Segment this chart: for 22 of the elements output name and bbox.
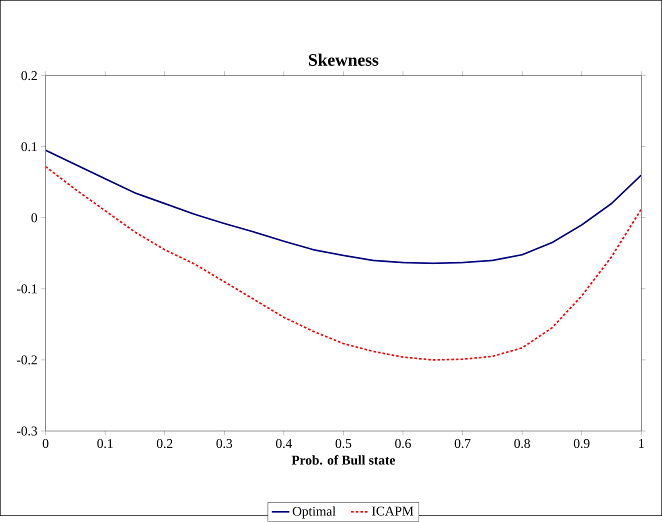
y-tick-label: -0.3 [16, 426, 38, 436]
x-axis-title: Prob. of Bull state [292, 455, 396, 465]
x-tick-label: 0.9 [574, 439, 590, 448]
y-tick-label: 0.2 [21, 71, 37, 80]
legend-label: Optimal [292, 506, 336, 519]
x-tick-label: 0.2 [156, 439, 172, 448]
x-tick-label: 0.7 [454, 439, 471, 448]
line-series [46, 150, 642, 264]
x-tick-label: 1 [639, 439, 644, 448]
y-tick-label: 0.1 [21, 142, 37, 152]
x-tick-label: 0 [42, 439, 48, 448]
y-tick-label: 0 [31, 214, 38, 223]
x-tick-label: 0.6 [395, 439, 411, 448]
legend-label: ICAPM [372, 506, 414, 516]
x-tick-label: 0.4 [276, 439, 292, 448]
x-tick-label: 0.1 [97, 439, 113, 448]
x-tick-label: 0.5 [336, 439, 352, 448]
y-tick-label: -0.2 [16, 356, 37, 365]
y-tick-label: -0.1 [16, 284, 37, 294]
chart-title: Skewness [308, 54, 378, 66]
x-tick-label: 0.8 [514, 439, 530, 448]
x-tick-label: 0.3 [216, 439, 232, 448]
